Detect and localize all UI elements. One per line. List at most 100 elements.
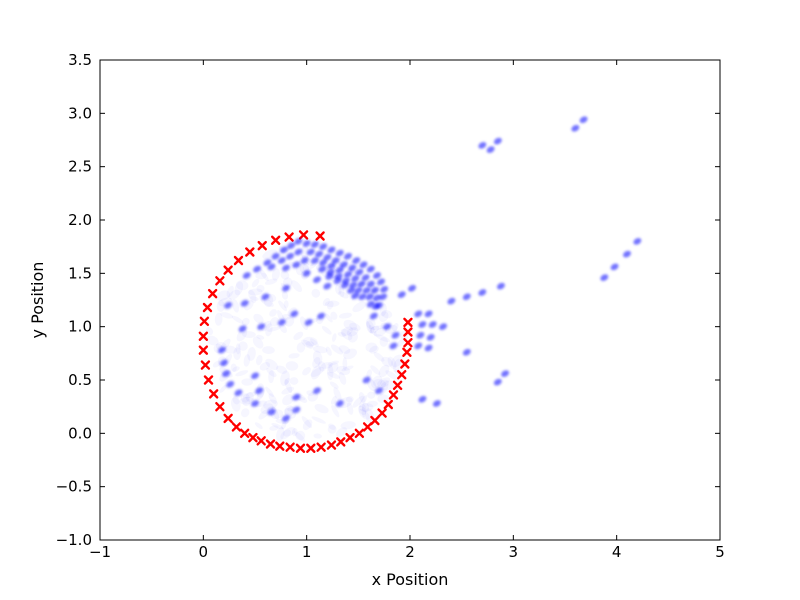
- x-marker-stroke: [270, 235, 281, 245]
- blue-point: [372, 294, 381, 302]
- blue-point: [317, 312, 326, 320]
- series-1: [217, 116, 642, 422]
- blue-point: [263, 259, 272, 267]
- x-marker-stroke: [336, 437, 346, 447]
- blue-point: [362, 287, 371, 294]
- blue-point: [315, 250, 324, 258]
- y-tick-label: 3.0: [68, 104, 92, 122]
- blue-point: [306, 248, 315, 256]
- x-marker-stroke: [203, 375, 214, 385]
- x-marker: [239, 428, 250, 439]
- blue-point: [347, 287, 356, 294]
- x-marker: [284, 232, 294, 242]
- x-marker-stroke: [354, 428, 365, 439]
- y-tick-label: 0.5: [68, 371, 92, 389]
- x-marker-stroke: [298, 230, 309, 240]
- blue-point: [277, 257, 286, 264]
- blue-point: [287, 242, 296, 249]
- blue-point: [379, 293, 388, 301]
- x-marker-stroke: [198, 345, 209, 355]
- blue-point: [290, 310, 299, 318]
- x-marker-stroke: [239, 428, 250, 439]
- blue-point: [286, 252, 295, 260]
- x-marker-stroke: [199, 316, 210, 327]
- blue-point: [292, 406, 301, 414]
- blue-point: [375, 387, 383, 395]
- blue-point: [323, 253, 332, 261]
- y-axis-label: y Position: [28, 262, 47, 339]
- x-marker-stroke: [208, 389, 219, 399]
- blue-point: [327, 246, 336, 254]
- blue-point: [370, 287, 379, 294]
- blue-point: [220, 359, 228, 367]
- blue-point: [610, 263, 619, 271]
- x-marker-stroke: [403, 337, 413, 348]
- x-marker-stroke: [316, 442, 326, 452]
- blue-point: [380, 285, 389, 293]
- density-blob: [217, 300, 225, 312]
- blue-point: [369, 312, 378, 320]
- x-marker-stroke: [403, 327, 413, 337]
- x-marker: [257, 240, 267, 251]
- x-marker: [397, 369, 407, 380]
- blue-point: [462, 348, 471, 356]
- blue-point: [282, 415, 290, 422]
- x-marker: [215, 276, 225, 286]
- blue-point: [462, 293, 471, 301]
- blue-point: [397, 291, 406, 299]
- x-marker: [388, 390, 399, 400]
- blue-point: [391, 331, 400, 339]
- blue-point: [493, 137, 502, 145]
- blue-point: [352, 257, 361, 264]
- x-marker-stroke: [362, 422, 373, 432]
- blue-point: [319, 243, 328, 251]
- x-marker-stroke: [400, 359, 410, 369]
- blue-point: [292, 393, 301, 401]
- x-axis-label: x Position: [372, 570, 449, 589]
- y-tick-label: 2.5: [68, 158, 92, 176]
- blue-point: [366, 280, 375, 288]
- blue-point: [372, 272, 381, 279]
- blue-point: [267, 408, 276, 416]
- blue-point: [414, 310, 423, 318]
- x-tick-label: 4: [612, 543, 622, 561]
- blue-point: [335, 400, 344, 407]
- blue-point: [304, 319, 313, 326]
- y-tick-label: 3.5: [68, 51, 92, 69]
- y-tick-label: 1.5: [68, 264, 92, 282]
- blue-point: [217, 346, 226, 354]
- blue-point: [344, 252, 352, 260]
- blue-point: [310, 257, 319, 264]
- blue-point: [340, 281, 349, 289]
- x-marker: [233, 255, 244, 266]
- blue-point: [226, 380, 235, 388]
- blue-point: [486, 146, 495, 153]
- blue-point: [294, 248, 303, 256]
- x-marker: [199, 316, 210, 327]
- blue-point: [493, 378, 502, 386]
- x-marker-stroke: [245, 247, 255, 257]
- blue-point: [240, 299, 249, 307]
- x-marker-stroke: [388, 390, 399, 400]
- blue-point: [253, 265, 262, 273]
- x-marker-stroke: [377, 408, 387, 418]
- blue-point: [414, 342, 423, 350]
- x-marker: [402, 347, 412, 357]
- blue-point: [300, 257, 309, 264]
- blue-point: [277, 319, 286, 326]
- blue-point: [600, 274, 609, 281]
- series-0: [198, 230, 413, 453]
- y-tick-label: 0.0: [68, 424, 92, 442]
- blue-point: [282, 264, 290, 272]
- blue-point: [351, 292, 360, 300]
- x-marker-stroke: [265, 439, 276, 449]
- blue-point: [302, 240, 311, 247]
- blue-point: [428, 321, 437, 328]
- blue-point: [294, 237, 303, 245]
- blue-point: [383, 323, 392, 331]
- x-marker-stroke: [257, 240, 267, 251]
- x-marker: [270, 235, 281, 245]
- x-marker: [285, 442, 295, 452]
- blue-point: [432, 400, 441, 407]
- blue-point: [302, 269, 311, 277]
